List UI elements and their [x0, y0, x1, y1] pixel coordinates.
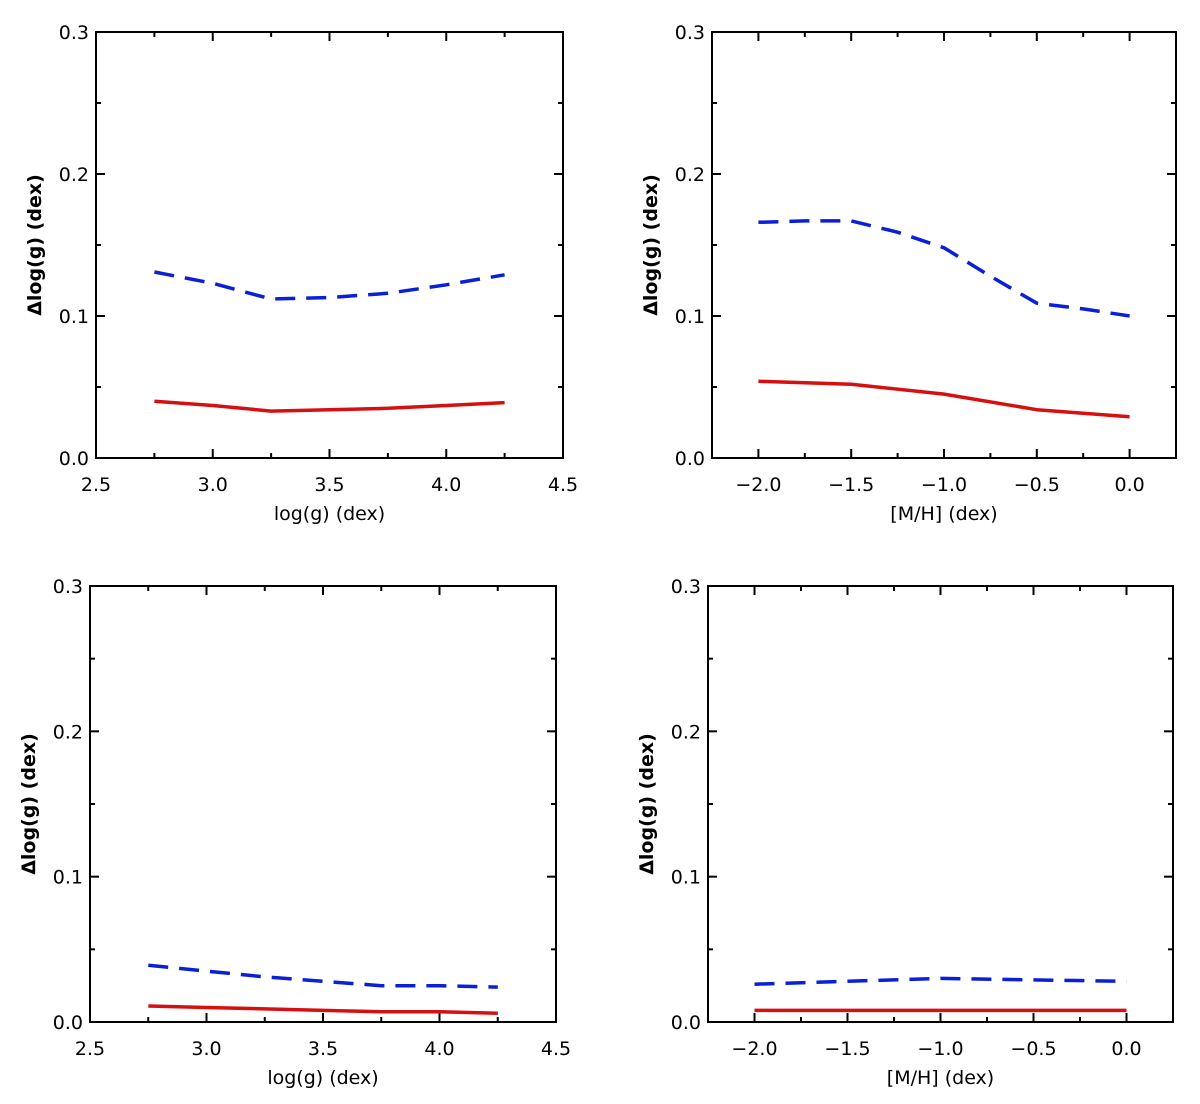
series-line-dashed	[754, 976, 1127, 986]
y-tick-label: 0.0	[671, 1012, 701, 1034]
x-tick-label: −2.0	[731, 1038, 777, 1060]
y-tick-label: 0.1	[59, 306, 89, 328]
y-tick-label: 0.0	[675, 448, 705, 470]
x-tick-label: 4.5	[548, 474, 578, 496]
x-tick-label: −1.0	[917, 1038, 963, 1060]
y-tick-label: 0.3	[53, 576, 83, 598]
panel-bottom-right-metallicity: −2.0 −1.5 −1.0 −0.5 0.0 0.0 0.1 0.2 0.3 [M/H] (de…	[636, 576, 1174, 1089]
y-tick-label: 0.0	[59, 448, 89, 470]
x-tick-label: 4.0	[431, 474, 461, 496]
series-line-solid	[154, 399, 505, 413]
plot-frame	[707, 585, 1174, 1023]
panel-top-right-metallicity: −2.0 −1.5 −1.0 −0.5 0.0 0.0 0.1 0.2 0.3 [M/H] (de…	[640, 22, 1177, 525]
x-tick-label: 0.0	[1111, 1038, 1141, 1060]
y-tick-label: 0.2	[53, 721, 83, 743]
panel-top-left-logg: 2.5 3.0 3.5 4.0 4.5 0.0 0.1 0.2 0.3 log(g) (dex) Δ…	[24, 22, 578, 525]
x-axis-label: [M/H] (dex)	[887, 1067, 994, 1089]
x-tick-label: −1.5	[828, 474, 874, 496]
x-tick-label: 2.5	[81, 474, 111, 496]
x-tick-label: 3.5	[314, 474, 344, 496]
x-tick-label: −1.5	[824, 1038, 870, 1060]
plot-frame	[95, 31, 564, 459]
y-tick-label: 0.2	[671, 721, 701, 743]
x-axis-label: [M/H] (dex)	[890, 503, 997, 525]
x-tick-label: 3.5	[308, 1038, 338, 1060]
x-axis-label: log(g) (dex)	[267, 1067, 378, 1089]
y-tick-label: 0.3	[671, 576, 701, 598]
panel-bottom-left-logg: 2.5 3.0 3.5 4.0 4.5 0.0 0.1 0.2 0.3 log(g) (dex) Δ…	[18, 576, 571, 1089]
x-tick-label: −2.0	[735, 474, 781, 496]
x-tick-label: 2.5	[75, 1038, 105, 1060]
y-axis-label: Δlog(g) (dex)	[24, 174, 46, 316]
y-tick-label: 0.0	[53, 1012, 83, 1034]
x-tick-label: 3.0	[191, 1038, 221, 1060]
y-tick-label: 0.3	[675, 22, 705, 44]
y-axis-label: Δlog(g) (dex)	[18, 733, 40, 875]
x-tick-label: 4.5	[541, 1038, 571, 1060]
y-tick-label: 0.1	[675, 306, 705, 328]
x-tick-label: −0.5	[1010, 1038, 1056, 1060]
x-tick-label: 4.0	[424, 1038, 454, 1060]
plot-frame	[89, 585, 557, 1023]
x-axis-label: log(g) (dex)	[274, 503, 385, 525]
y-tick-label: 0.1	[671, 867, 701, 889]
y-tick-label: 0.2	[59, 164, 89, 186]
x-tick-label: −1.0	[921, 474, 967, 496]
y-tick-label: 0.1	[53, 867, 83, 889]
x-tick-label: 3.0	[198, 474, 228, 496]
series-line-solid	[148, 1004, 498, 1016]
y-axis-label: Δlog(g) (dex)	[640, 174, 662, 316]
y-tick-label: 0.3	[59, 22, 89, 44]
series-line-solid	[758, 379, 1130, 419]
series-line-dashed	[758, 219, 1130, 318]
series-line-dashed	[154, 270, 505, 301]
series-line-dashed	[148, 963, 498, 989]
y-tick-label: 0.2	[675, 164, 705, 186]
x-tick-label: 0.0	[1114, 474, 1144, 496]
x-tick-label: −0.5	[1014, 474, 1060, 496]
y-axis-label: Δlog(g) (dex)	[636, 733, 658, 875]
